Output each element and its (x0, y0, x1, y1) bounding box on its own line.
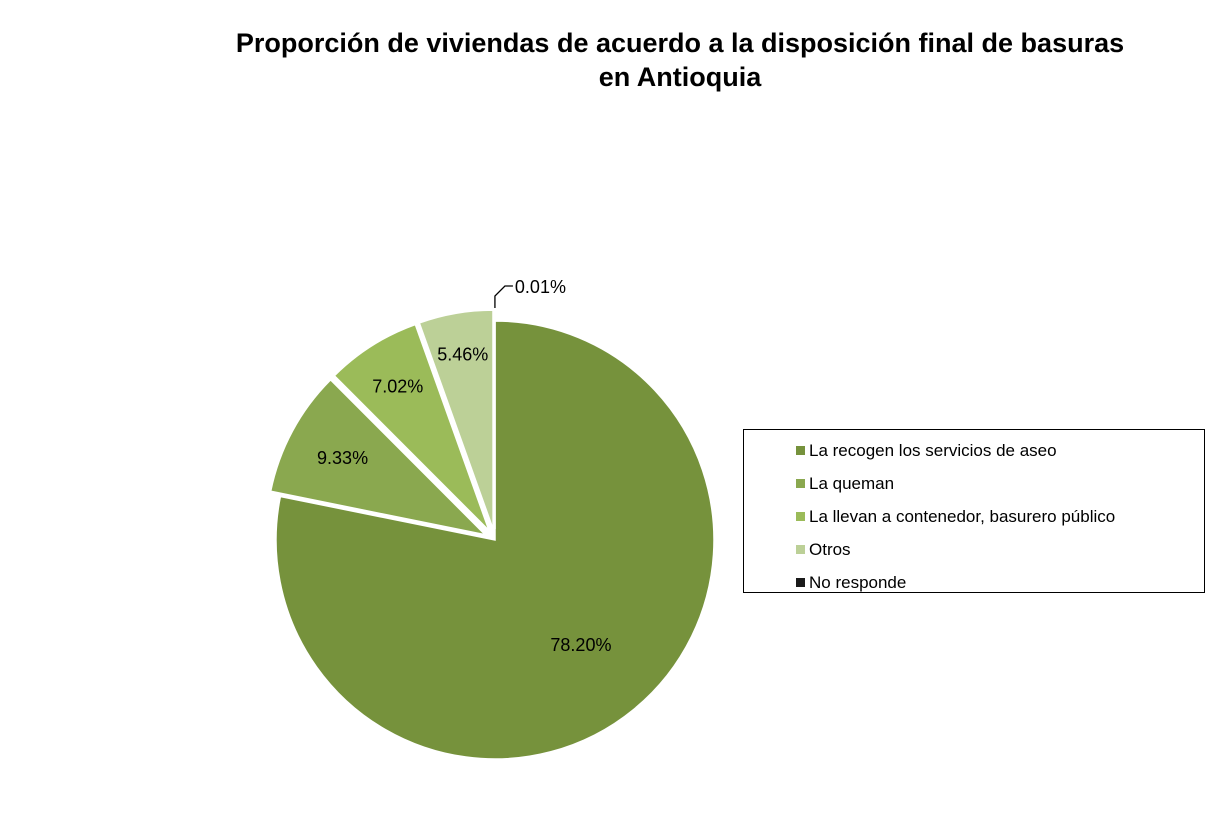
legend-swatch (796, 446, 805, 455)
chart-title-line-2: en Antioquia (598, 62, 762, 92)
legend-swatch (796, 512, 805, 521)
pie-slice-otros (418, 309, 494, 530)
pie-slices (269, 309, 715, 760)
legend-label: La recogen los servicios de aseo (809, 440, 1057, 460)
legend-label: La queman (809, 473, 895, 493)
leader-line-no-responde (494, 285, 513, 308)
data-label-la-queman: 9.33% (317, 448, 368, 468)
legend-label: La llevan a contenedor, basurero público (809, 506, 1116, 526)
legend: La recogen los servicios de aseo La quem… (743, 429, 1205, 593)
chart-title-line-1: Proporción de viviendas de acuerdo a la … (235, 28, 1125, 58)
legend-swatch (796, 578, 805, 587)
legend-item-no-responde: No responde (796, 566, 1204, 599)
legend-label: Otros (809, 539, 851, 559)
pie-slice-la-recogen-los-servicios-de-aseo (275, 320, 715, 760)
legend-swatch (796, 479, 805, 488)
pie-slice-la-queman (269, 378, 488, 537)
data-label-la-recogen-los-servicios-de-aseo: 78.20% (550, 635, 611, 655)
chart-title: Proporción de viviendas de acuerdo a la … (160, 26, 1200, 94)
legend-label: No responde (809, 572, 907, 592)
pie-slice-la-llevan-a-contenedor-basurero-publico (333, 323, 490, 532)
legend-item-recogen: La recogen los servicios de aseo (796, 434, 1204, 467)
data-label-no-responde: 0.01% (515, 277, 566, 297)
data-label-otros: 5.46% (437, 344, 488, 364)
legend-item-contenedor: La llevan a contenedor, basurero público (796, 500, 1204, 533)
legend-item-queman: La queman (796, 467, 1204, 500)
legend-item-otros: Otros (796, 533, 1204, 566)
legend-swatch (796, 545, 805, 554)
data-label-la-llevan-a-contenedor-basurero-publico: 7.02% (372, 376, 423, 396)
pie-data-labels: 78.20% 9.33% 7.02% 5.46% 0.01% (317, 277, 611, 655)
